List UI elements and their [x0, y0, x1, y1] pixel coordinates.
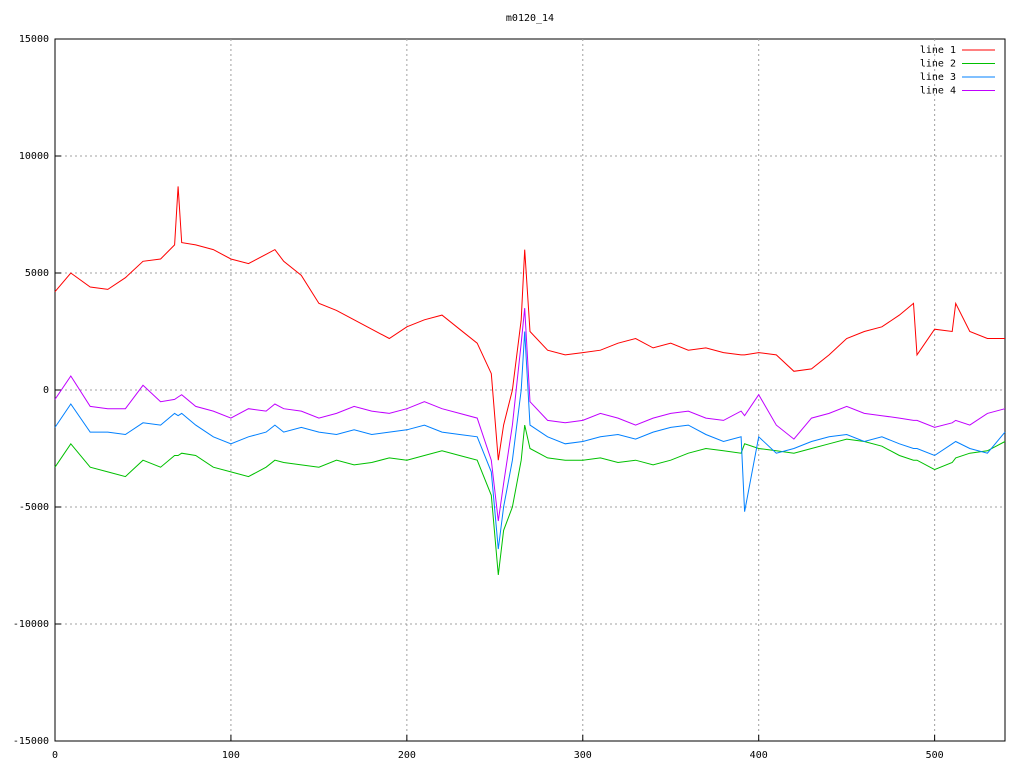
y-tick-label: -5000: [19, 502, 49, 513]
data-line: [54, 308, 1006, 522]
y-tick-label: -10000: [13, 619, 49, 630]
y-tick-label: 15000: [19, 34, 49, 45]
data-line: [54, 331, 1006, 550]
x-tick-label: 100: [222, 750, 240, 761]
chart-title: m0120_14: [506, 13, 554, 24]
y-tick-label: 5000: [25, 268, 49, 279]
x-tick-label: 0: [52, 750, 58, 761]
legend-label: line 4: [920, 86, 956, 97]
x-tick-label: 400: [750, 750, 768, 761]
x-tick-label: 500: [926, 750, 944, 761]
legend-label: line 3: [920, 72, 956, 83]
legend-label: line 2: [920, 59, 956, 70]
y-tick-label: 10000: [19, 151, 49, 162]
data-line: [54, 424, 1006, 575]
y-tick-label: -15000: [13, 736, 49, 747]
y-tick-label: 0: [43, 385, 49, 396]
legend-label: line 1: [920, 45, 956, 56]
data-line: [54, 186, 1005, 461]
x-tick-label: 300: [574, 750, 592, 761]
x-tick-label: 200: [398, 750, 416, 761]
